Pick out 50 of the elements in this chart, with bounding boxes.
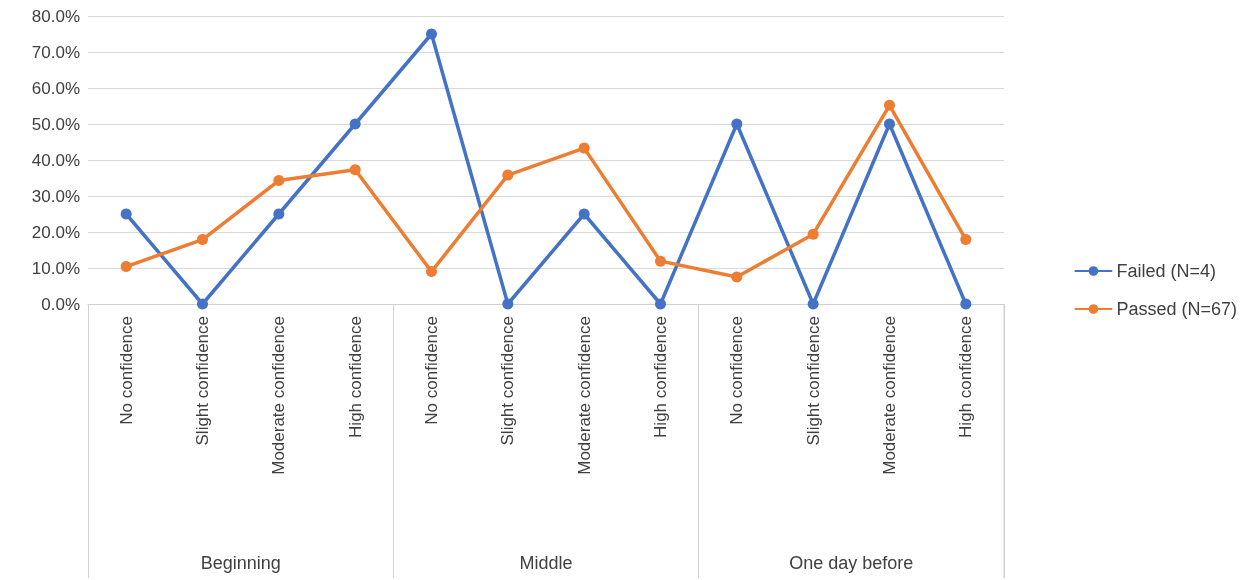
point [731,118,743,130]
point [807,298,819,310]
point [197,298,208,310]
point [502,169,514,181]
point [578,142,590,154]
y-tick-label: 50.0% [31,114,80,134]
x-tick-label: Moderate confidence [269,316,289,475]
point [731,271,743,283]
point [349,164,361,176]
y-tick-label: 40.0% [31,150,80,170]
point [884,99,895,111]
legend-label: Failed (N=4) [1116,261,1216,281]
x-tick-label: Slight confidence [193,316,212,446]
point [655,298,666,310]
legend-label: Passed (N=67) [1116,299,1237,319]
y-tick-label: 60.0% [31,78,80,98]
x-tick-label: No confidence [727,316,747,425]
point [960,234,972,246]
point [120,261,132,273]
y-tick-label: 20.0% [31,222,80,242]
x-tick-label: High confidence [956,316,976,438]
text: Middle [519,553,573,573]
x-tick-label: High confidence [651,316,670,438]
x-tick-label: Moderate confidence [574,316,594,475]
point [273,208,285,220]
y-tick-label: 10.0% [31,258,80,278]
point [197,234,208,246]
point [502,298,514,310]
x-tick-label: Moderate confidence [880,316,899,475]
point [120,208,132,220]
point [578,208,590,220]
point [273,175,285,187]
point [884,118,895,130]
point [807,228,819,240]
point [426,28,437,40]
point [960,298,972,310]
x-tick-label: No confidence [422,316,441,425]
x-tick-label: Slight confidence [498,316,518,446]
x-tick-label: Slight confidence [803,316,823,446]
x-tick-label: No confidence [116,316,136,425]
y-tick-label: 0.0% [41,294,80,314]
text: Beginning [200,553,281,573]
y-tick-label: 70.0% [31,42,80,62]
y-tick-label: 80.0% [31,6,80,26]
y-tick-label: 30.0% [31,186,80,206]
point [426,266,437,278]
x-tick-label: High confidence [345,316,365,438]
text: One day before [789,553,914,573]
point [349,118,361,130]
point [655,255,666,267]
